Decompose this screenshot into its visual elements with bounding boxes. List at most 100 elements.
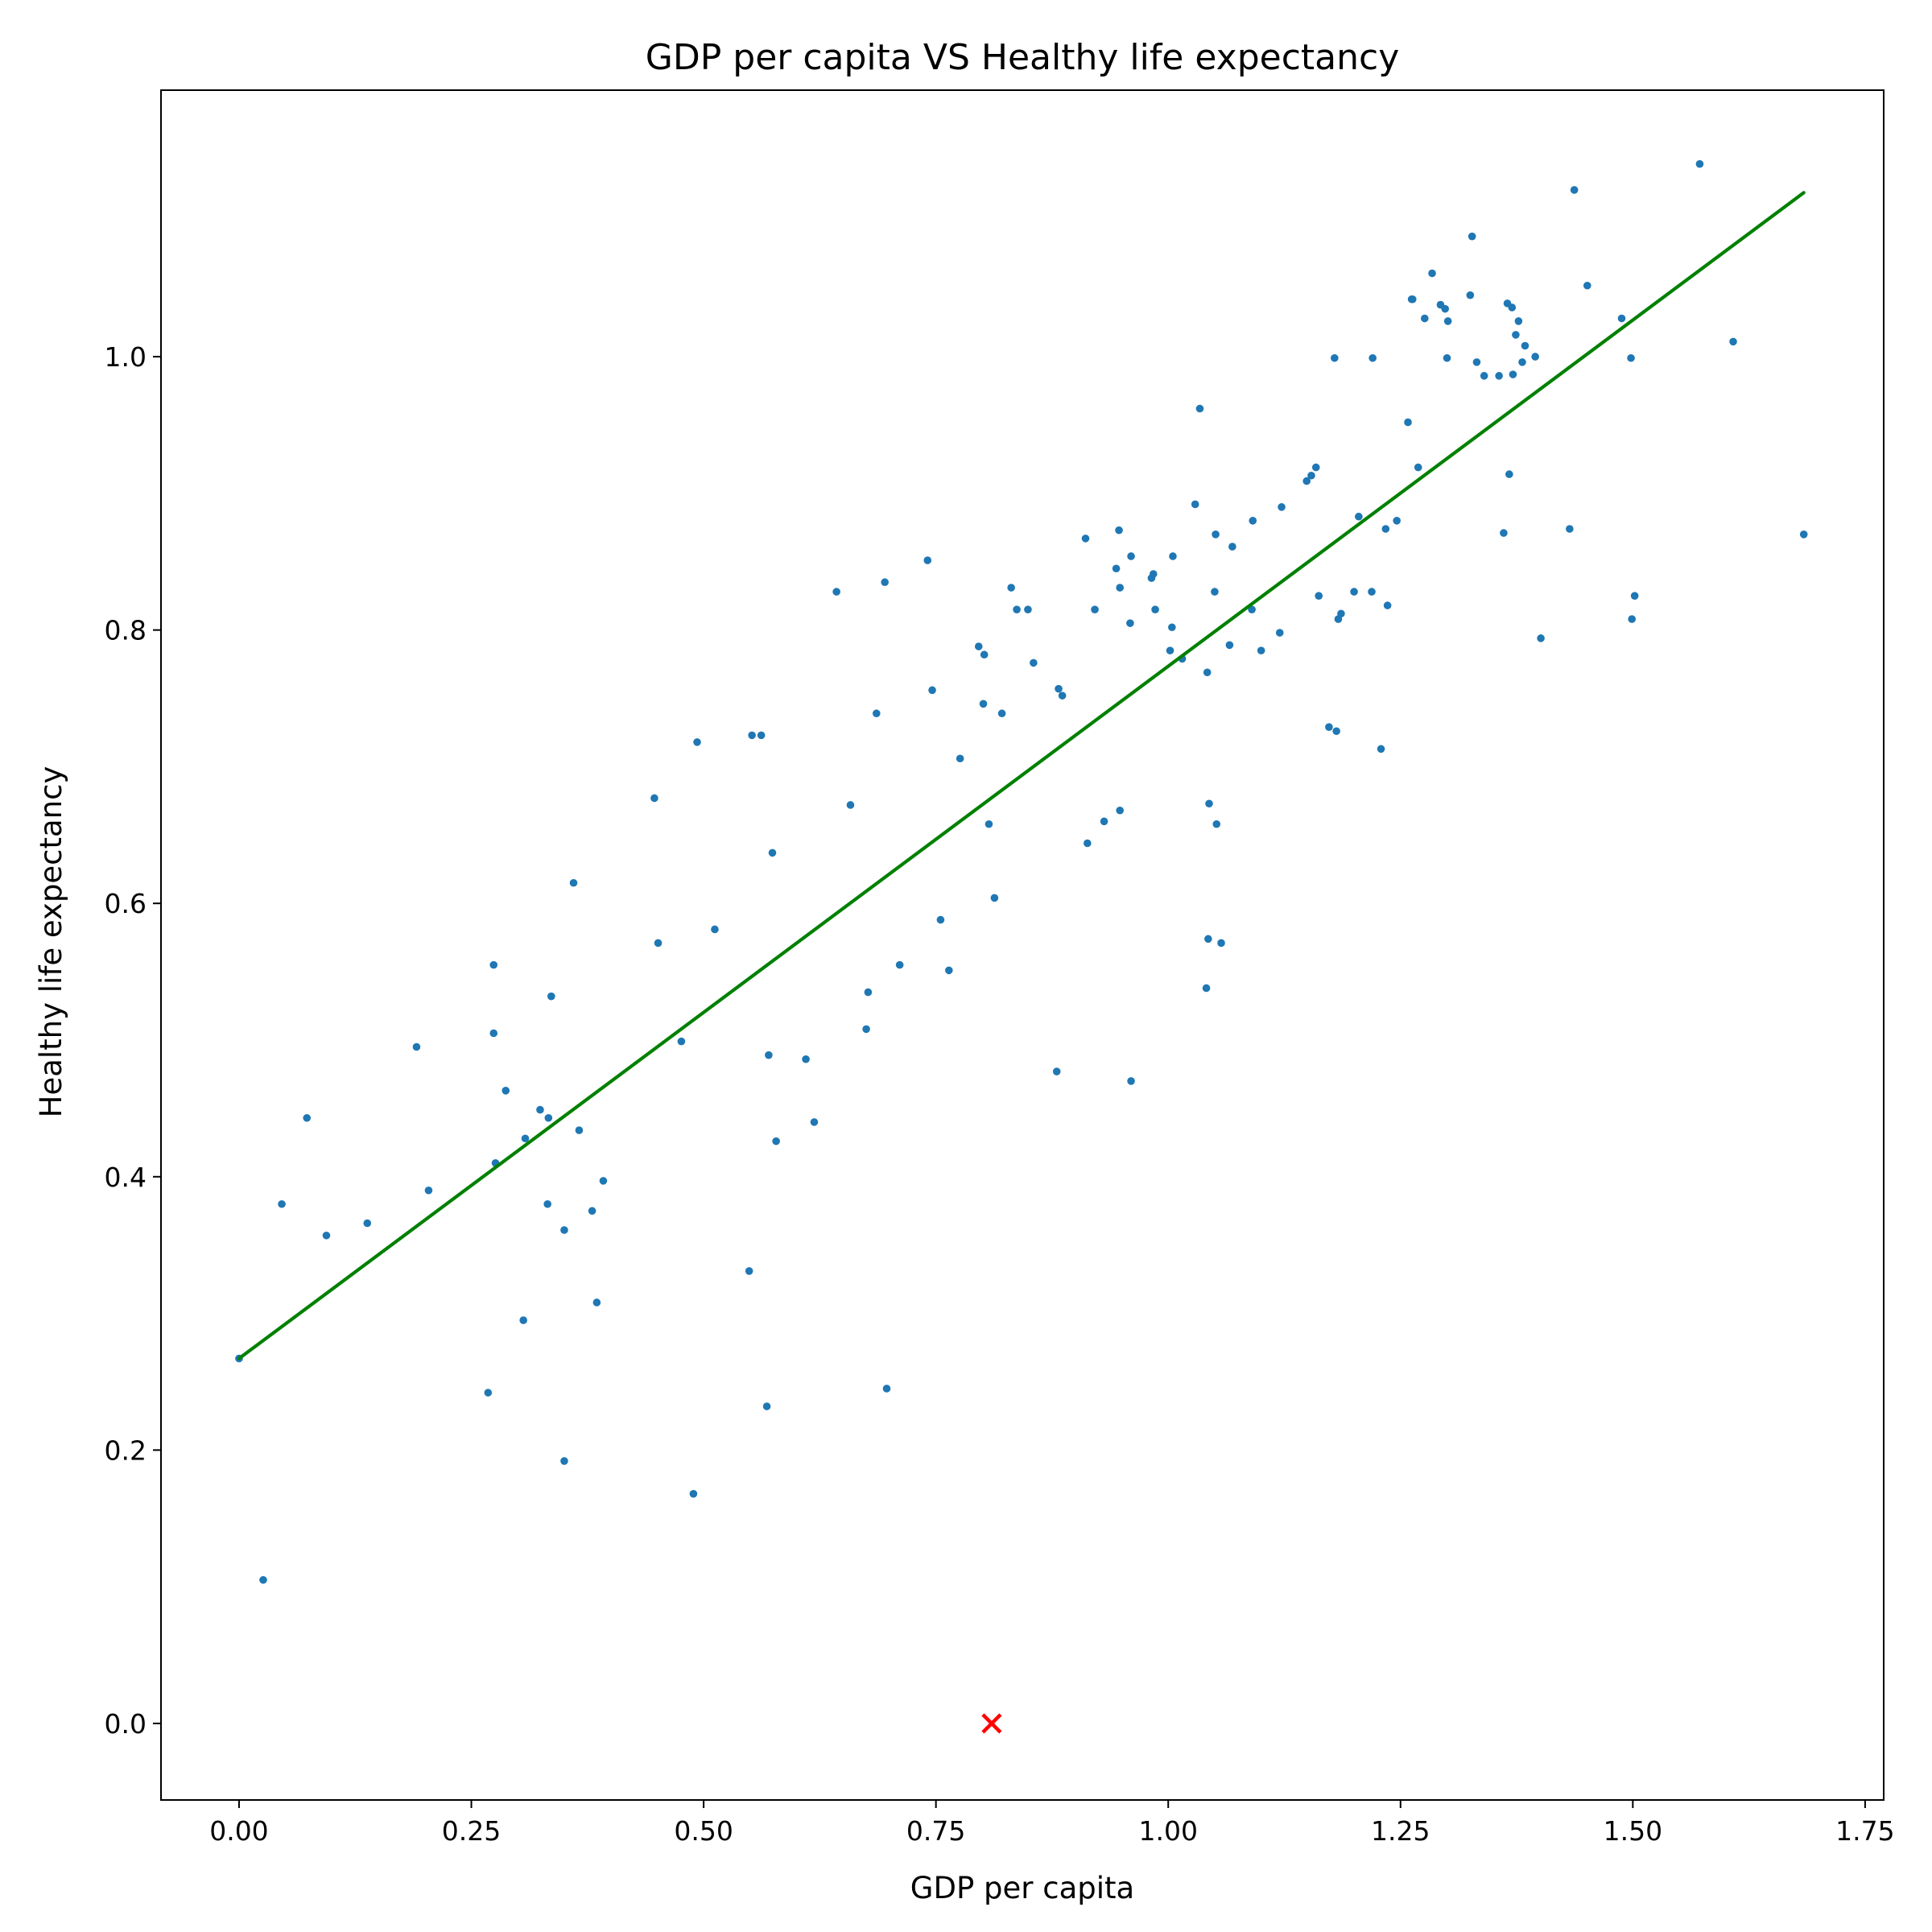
data-point: [862, 1025, 870, 1034]
data-point: [1191, 500, 1199, 509]
data-point: [1383, 601, 1392, 609]
x-axis: 0.00 0.25 0.50 0.75 1.00 1.25 1.50 1.75: [209, 1800, 1895, 1847]
data-point: [881, 578, 889, 587]
data-point: [1052, 1067, 1061, 1075]
data-point: [1169, 552, 1177, 560]
data-point: [745, 1267, 753, 1275]
data-point: [1443, 317, 1452, 325]
data-point: [599, 1177, 608, 1185]
data-point: [412, 1042, 421, 1051]
data-point: [1337, 609, 1345, 618]
data-point: [1441, 304, 1449, 313]
data-point: [772, 1137, 780, 1146]
data-point: [864, 988, 873, 997]
data-point: [693, 738, 701, 746]
data-point: [985, 819, 993, 828]
data-point: [1126, 619, 1134, 627]
plot-area: [160, 89, 1885, 1801]
x-tick-label: 0.00: [209, 1815, 268, 1847]
y-tick-label: 0.8: [105, 615, 147, 646]
data-point: [521, 1134, 530, 1143]
data-point: [1055, 684, 1063, 693]
data-point: [748, 731, 756, 740]
data-point: [1630, 592, 1639, 601]
data-point: [979, 700, 988, 708]
x-tick-label: 1.75: [1835, 1815, 1894, 1847]
data-point: [592, 1298, 601, 1307]
data-point: [1695, 159, 1704, 168]
data-point: [1257, 646, 1265, 654]
data-point: [1512, 331, 1520, 339]
data-point: [1332, 727, 1340, 736]
data-point: [1081, 535, 1090, 543]
data-point: [1100, 817, 1108, 826]
highlight-x-marker: [981, 1713, 1002, 1734]
data-point: [1393, 517, 1401, 525]
data-point: [1112, 564, 1121, 573]
data-point: [1030, 658, 1038, 667]
data-point: [1091, 605, 1099, 613]
data-point: [1381, 525, 1390, 533]
data-point: [945, 966, 953, 975]
data-point: [484, 1389, 493, 1397]
data-point: [1628, 615, 1636, 623]
data-point: [1151, 605, 1159, 613]
x-tick-label: 0.25: [442, 1815, 501, 1847]
data-point: [1377, 745, 1385, 753]
data-point: [569, 878, 578, 887]
data-point: [1566, 525, 1574, 533]
data-point: [846, 801, 855, 809]
data-point: [1521, 341, 1530, 350]
data-point: [1205, 799, 1213, 808]
data-point: [1302, 477, 1311, 485]
data-point: [1249, 517, 1257, 525]
data-point: [575, 1126, 584, 1134]
data-point: [1212, 530, 1220, 539]
data-point: [560, 1457, 568, 1465]
data-point: [259, 1575, 267, 1584]
data-point: [1278, 503, 1286, 511]
data-point: [711, 925, 719, 934]
data-point: [1058, 691, 1067, 700]
data-point: [502, 1087, 510, 1095]
data-point: [1315, 592, 1323, 601]
data-point: [1331, 353, 1339, 362]
data-point: [1466, 291, 1475, 299]
data-point: [1311, 463, 1320, 472]
x-tick-label: 1.25: [1371, 1815, 1430, 1847]
data-point: [990, 894, 999, 902]
data-point: [1149, 570, 1158, 578]
data-point: [768, 848, 777, 857]
data-point: [1024, 605, 1032, 613]
data-point: [1508, 303, 1517, 312]
data-point: [1531, 353, 1539, 361]
data-point: [1195, 404, 1204, 413]
data-point: [1168, 623, 1176, 632]
data-point: [1518, 358, 1526, 366]
data-point: [1799, 530, 1808, 539]
data-point: [1116, 584, 1124, 592]
data-point: [1509, 370, 1517, 378]
x-tick-label: 0.75: [906, 1815, 965, 1847]
y-tick-label: 0.4: [105, 1162, 147, 1193]
data-point: [1202, 984, 1211, 993]
data-point: [1127, 1077, 1135, 1085]
data-point: [1013, 605, 1021, 613]
data-point: [872, 709, 881, 718]
chart-title: GDP per capita VS Healthy life expectanc…: [646, 37, 1399, 78]
highlight-x-stroke: [981, 1713, 1002, 1734]
data-point: [1420, 314, 1429, 323]
data-point: [974, 642, 983, 650]
data-point: [654, 939, 663, 947]
data-point: [1307, 471, 1315, 480]
data-point: [1217, 939, 1225, 947]
data-point: [1211, 588, 1219, 596]
y-tick-label: 1.0: [105, 341, 147, 373]
data-point: [677, 1037, 686, 1046]
data-point: [1404, 418, 1412, 427]
data-point: [1228, 543, 1236, 551]
data-point: [1203, 668, 1212, 677]
data-point: [303, 1113, 312, 1122]
